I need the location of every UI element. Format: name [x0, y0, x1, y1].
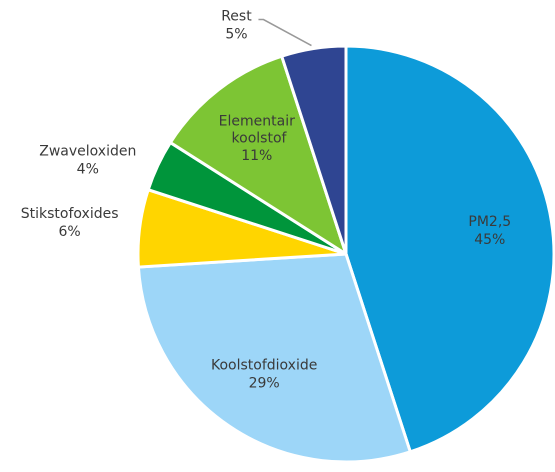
pie-slice — [279, 44, 348, 255]
slice-label-line: PM2,5 — [468, 214, 511, 230]
slice-label: PM2,5 — [468, 214, 511, 230]
slice-label: Rest — [221, 9, 252, 25]
slice-value-label: 5% — [225, 27, 247, 43]
slice-value-label: 45% — [474, 232, 505, 248]
slice-label-line: Koolstofdioxide — [211, 357, 317, 373]
slice-value-label: 4% — [77, 161, 99, 177]
slice-value-label: 11% — [241, 148, 272, 164]
pie-slice — [344, 44, 555, 454]
slice-label-line: Elementair — [219, 113, 295, 129]
slice-label: Elementair koolstof — [219, 113, 295, 146]
pie-slice — [136, 252, 413, 464]
slice-label: Koolstofdioxide — [211, 357, 317, 373]
slice-label-line: Rest — [221, 9, 252, 25]
slice-value-label: 29% — [249, 375, 280, 391]
slice-label: Stikstofoxides — [21, 206, 119, 222]
slice-label-line: koolstof — [227, 130, 287, 146]
slice-label: Zwaveloxiden — [39, 143, 136, 159]
leader-line — [258, 18, 312, 47]
slice-label-line: Stikstofoxides — [21, 206, 119, 222]
pie-slice — [168, 54, 349, 258]
slice-value-label: 6% — [59, 224, 81, 240]
slice-label-line: Zwaveloxiden — [39, 143, 136, 159]
